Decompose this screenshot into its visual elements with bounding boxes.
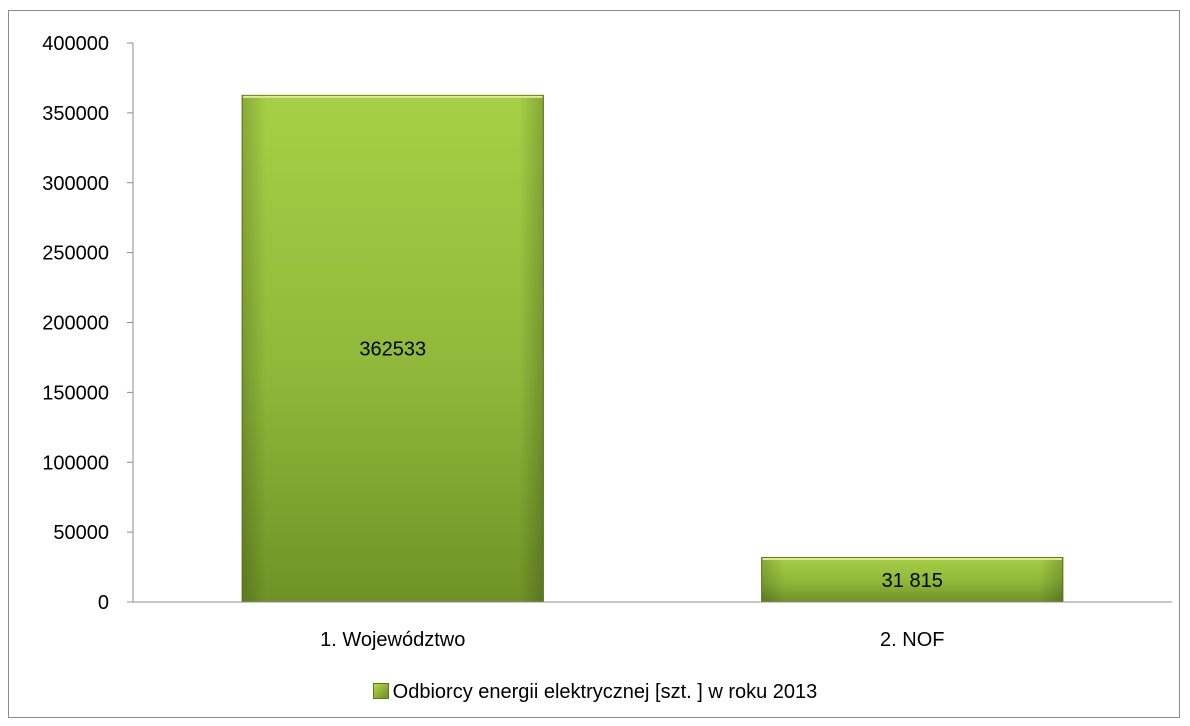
x-axis-labels: 1. Województwo 2. NOF	[320, 629, 944, 651]
y-axis-ticks: 0 50000 100000 150000 200000 250000 300000 3500…	[42, 33, 133, 614]
y-tick-label: 0	[98, 592, 109, 614]
data-label: 31 815	[882, 570, 943, 592]
legend: Odbiorcy energii elektrycznej [szt. ] w …	[0, 681, 1190, 704]
legend-swatch	[372, 683, 389, 699]
y-tick-label: 150000	[42, 382, 109, 404]
y-tick-label: 350000	[42, 103, 109, 125]
legend-label: Odbiorcy energii elektrycznej [szt. ] w …	[392, 681, 818, 703]
x-category-label: 2. NOF	[880, 629, 944, 651]
x-category-label: 1. Województwo	[320, 629, 465, 651]
bar-shading	[761, 557, 1063, 602]
y-tick-label: 50000	[53, 522, 109, 544]
bar-shading	[242, 95, 544, 602]
bars-group	[241, 94, 1064, 603]
data-labels: 362533 31 815	[359, 339, 942, 592]
y-tick-label: 400000	[42, 33, 109, 55]
y-tick-label: 300000	[42, 173, 109, 195]
y-tick-label: 250000	[42, 243, 109, 265]
y-tick-label: 200000	[42, 313, 109, 335]
y-tick-label: 100000	[42, 452, 109, 474]
data-label: 362533	[359, 339, 426, 361]
